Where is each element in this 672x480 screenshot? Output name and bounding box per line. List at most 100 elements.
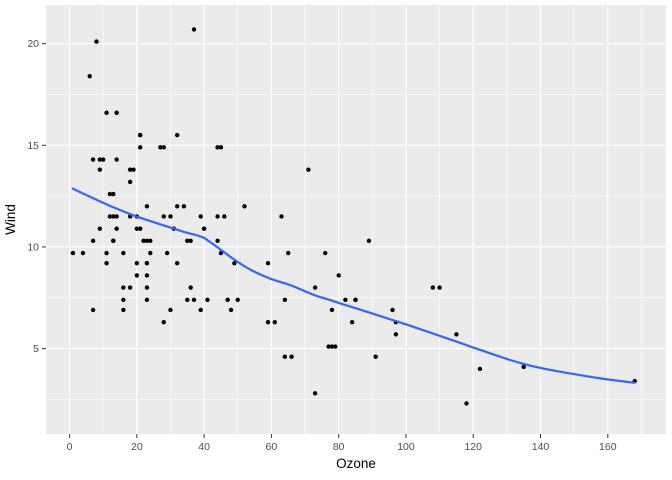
data-point (127, 285, 133, 290)
data-point (215, 145, 220, 150)
data-point (242, 204, 247, 209)
x-tick-label: 160 (599, 441, 617, 453)
data-point (323, 250, 328, 256)
data-point (185, 297, 190, 303)
data-point (353, 297, 358, 303)
data-point (205, 297, 210, 303)
data-point (282, 297, 288, 303)
data-point (329, 344, 335, 349)
data-point (121, 297, 126, 303)
y-tick-label: 5 (33, 343, 39, 355)
data-point (312, 285, 318, 290)
x-tick-label: 80 (333, 441, 345, 453)
x-tick-label: 120 (464, 441, 482, 453)
data-point (437, 285, 442, 290)
data-point (97, 167, 103, 172)
data-point (191, 297, 197, 303)
data-point (228, 307, 234, 313)
data-point (366, 238, 372, 244)
data-point (198, 307, 203, 313)
data-point (134, 273, 140, 278)
data-point (222, 214, 227, 219)
x-tick-label: 40 (198, 441, 210, 453)
data-point (137, 145, 143, 150)
major-gridlines (46, 5, 666, 434)
data-point (218, 145, 224, 150)
data-point (121, 307, 126, 313)
data-point (70, 250, 76, 256)
data-point (185, 238, 190, 244)
y-tick-label: 15 (27, 140, 39, 152)
data-point (114, 157, 119, 162)
data-point (191, 27, 197, 32)
data-point (333, 344, 338, 349)
data-point (336, 273, 341, 278)
data-point (282, 354, 288, 359)
data-point (521, 364, 526, 370)
data-point (104, 250, 109, 256)
data-point (97, 157, 103, 162)
data-point (349, 319, 355, 325)
minor-gridlines (46, 5, 666, 434)
data-point (134, 226, 140, 231)
data-point (161, 214, 166, 219)
data-point (90, 157, 96, 162)
data-point (289, 354, 294, 359)
data-point (134, 261, 140, 266)
data-point (215, 214, 220, 219)
x-tick-label: 0 (67, 441, 73, 453)
data-point (161, 319, 166, 325)
data-point (104, 110, 109, 115)
data-point (114, 214, 119, 219)
data-point (174, 261, 180, 266)
data-point (198, 214, 203, 219)
data-point (121, 250, 126, 256)
data-point (107, 214, 113, 219)
data-point (111, 238, 116, 244)
data-point (225, 297, 230, 303)
y-tick-label: 20 (27, 38, 39, 50)
data-point (144, 297, 150, 303)
data-point (148, 250, 153, 256)
data-point (144, 238, 150, 244)
data-point (174, 132, 180, 138)
data-point (107, 191, 113, 197)
y-axis-title: Wind (3, 204, 18, 235)
data-point (121, 285, 126, 290)
data-point (144, 285, 150, 290)
data-point (235, 297, 240, 303)
data-point (390, 307, 395, 313)
data-point (144, 261, 150, 266)
data-point (148, 238, 153, 244)
data-point (464, 401, 469, 406)
data-point (87, 73, 92, 79)
data-point (94, 39, 99, 44)
data-point (329, 307, 335, 313)
data-point (137, 226, 143, 231)
data-point (111, 214, 116, 219)
data-point (137, 132, 143, 138)
data-point (286, 250, 291, 256)
data-point (265, 261, 271, 266)
loess-smooth (71, 187, 636, 384)
data-point (326, 344, 331, 349)
data-point (127, 167, 133, 172)
axes: 0 20 40 60 80 100 120 140 160 5 10 15 20 (27, 38, 616, 453)
data-point (144, 204, 150, 209)
data-point (114, 110, 119, 115)
data-point (90, 238, 96, 244)
smooth-line-layer (71, 187, 636, 384)
data-point (131, 167, 136, 172)
data-point (430, 285, 436, 290)
data-point (279, 214, 284, 219)
data-point (141, 238, 146, 244)
x-tick-label: 20 (131, 441, 143, 453)
data-point (343, 297, 348, 303)
data-point (90, 307, 96, 313)
data-point (454, 332, 459, 337)
data-point (232, 261, 237, 266)
data-point (158, 145, 163, 150)
data-point (104, 261, 109, 266)
data-point (174, 204, 180, 209)
data-point (188, 238, 193, 244)
